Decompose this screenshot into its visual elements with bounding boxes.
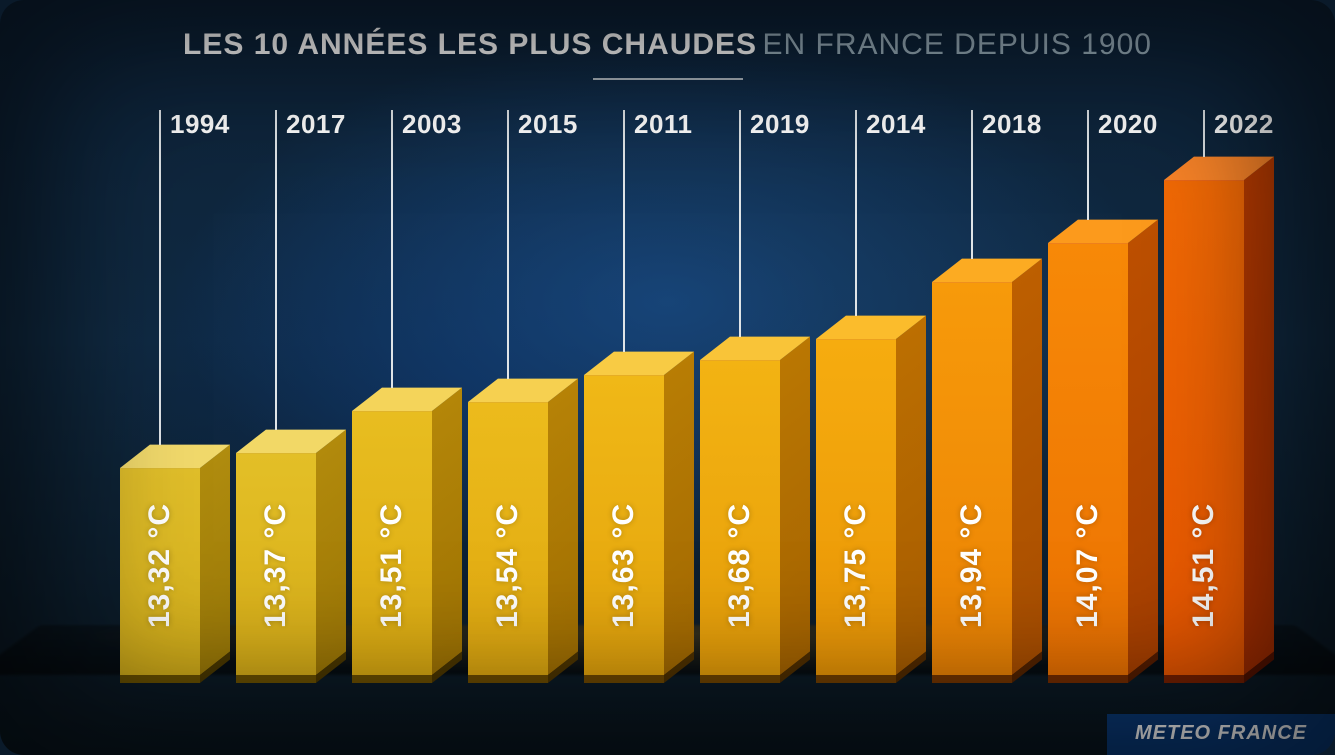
bar-year-label: 2018 (982, 109, 1042, 140)
leader-line (739, 110, 741, 337)
bar-side (200, 445, 230, 675)
title-bold: LES 10 ANNÉES LES PLUS CHAUDES (183, 28, 757, 61)
bar-year-label: 2014 (866, 109, 926, 140)
bar-value-label: 13,32 °C (120, 503, 200, 663)
bar-value-label: 13,94 °C (932, 503, 1012, 663)
bar-base-front (236, 675, 316, 683)
bar-value-label: 13,37 °C (236, 503, 316, 663)
bar-year-label: 2011 (634, 109, 692, 140)
bar-value-label: 13,68 °C (700, 503, 780, 663)
bar-year-label: 2017 (286, 109, 346, 140)
source-label: METEO FRANCE (1135, 722, 1307, 744)
bar-side (1128, 220, 1158, 675)
bar-base-front (700, 675, 780, 683)
chart-stage: 13,32 °C199413,37 °C201713,51 °C200313,5… (0, 160, 1335, 725)
leader-line (391, 110, 393, 388)
bar-side (316, 430, 346, 675)
source-badge: METEO FRANCE (1107, 714, 1335, 755)
bar-value-label: 14,51 °C (1164, 503, 1244, 663)
bar-year-label: 1994 (170, 109, 230, 140)
bar-year-label: 2003 (402, 109, 462, 140)
leader-line (855, 110, 857, 316)
bar-base-front (816, 675, 896, 683)
leader-line (971, 110, 973, 259)
bar-base-front (1164, 675, 1244, 683)
leader-line (275, 110, 277, 430)
title-rule (593, 78, 743, 80)
bar-base-front (352, 675, 432, 683)
bar-value-label: 13,75 °C (816, 503, 896, 663)
bar-side (548, 379, 578, 675)
bar-year-label: 2015 (518, 109, 578, 140)
bar-base-front (932, 675, 1012, 683)
bar-side (432, 388, 462, 675)
bar-year-label: 2020 (1098, 109, 1158, 140)
bar-year-label: 2019 (750, 109, 810, 140)
bar-base-front (468, 675, 548, 683)
bar-value-label: 13,51 °C (352, 503, 432, 663)
bar-side (664, 352, 694, 675)
bar-base-front (584, 675, 664, 683)
bar-base-front (1048, 675, 1128, 683)
bar-side (896, 316, 926, 675)
bar-side (780, 337, 810, 675)
leader-line (1087, 110, 1089, 220)
leader-line (507, 110, 509, 379)
bar-year-label: 2022 (1214, 109, 1274, 140)
bars-container: 13,32 °C199413,37 °C201713,51 °C200313,5… (120, 160, 1275, 675)
bar-value-label: 13,63 °C (584, 503, 664, 663)
title: LES 10 ANNÉES LES PLUS CHAUDES EN FRANCE… (0, 28, 1335, 80)
title-light: EN FRANCE DEPUIS 1900 (763, 28, 1152, 61)
bar-side (1012, 259, 1042, 675)
bar-value-label: 13,54 °C (468, 503, 548, 663)
chart-canvas: LES 10 ANNÉES LES PLUS CHAUDES EN FRANCE… (0, 0, 1335, 755)
leader-line (1203, 110, 1205, 157)
bar-base-front (120, 675, 200, 683)
leader-line (159, 110, 161, 445)
leader-line (623, 110, 625, 352)
bar-value-label: 14,07 °C (1048, 503, 1128, 663)
bar-side (1244, 157, 1274, 675)
